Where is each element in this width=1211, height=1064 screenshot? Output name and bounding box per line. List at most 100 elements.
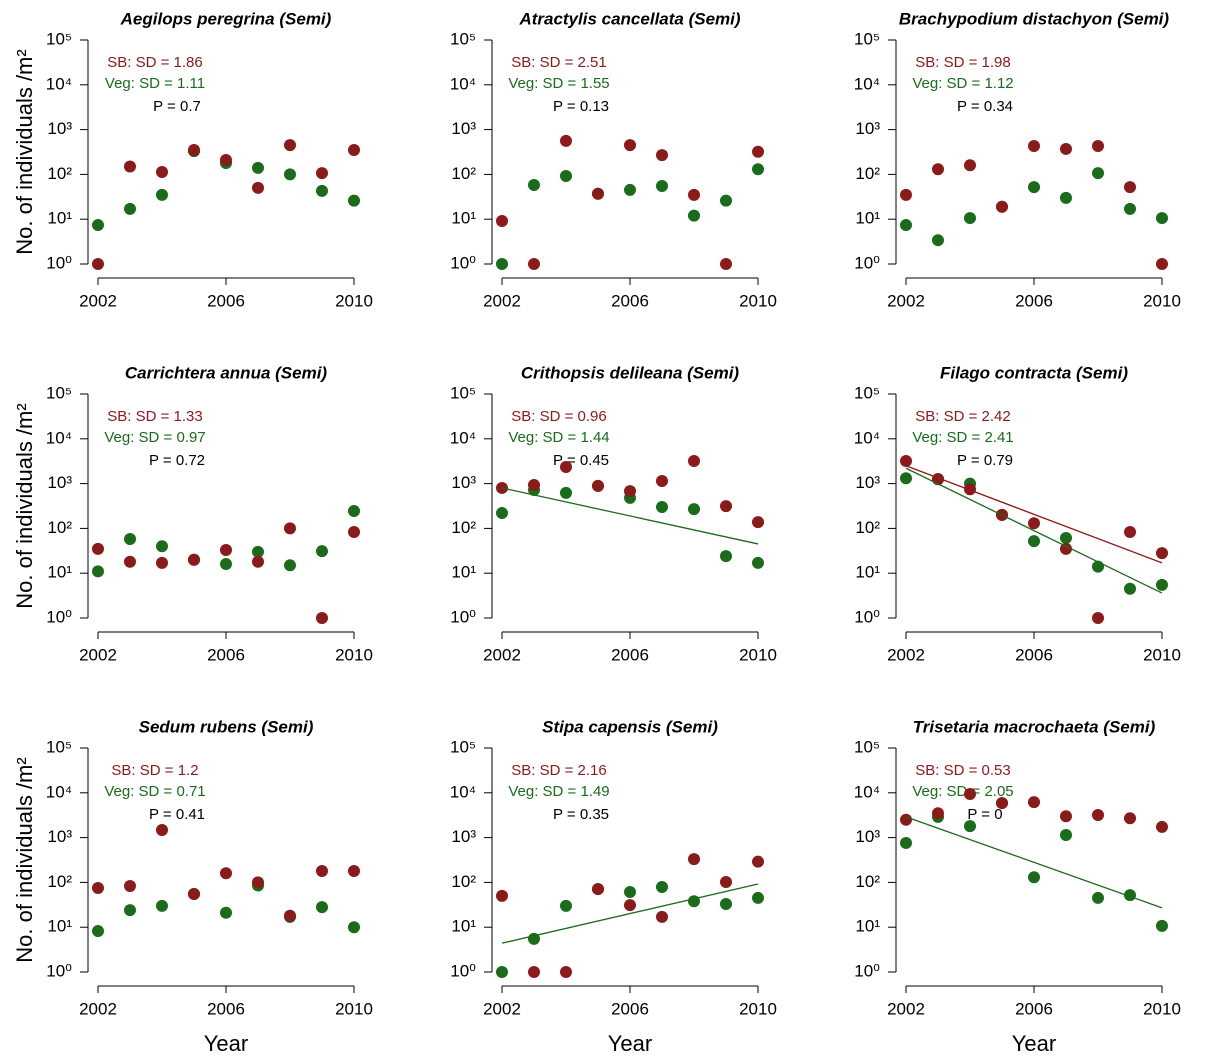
point <box>284 909 296 922</box>
point <box>624 139 636 152</box>
point <box>252 181 264 194</box>
point <box>220 153 232 166</box>
point <box>1092 140 1104 153</box>
point <box>1156 547 1168 560</box>
x-tick-label: 2010 <box>1143 645 1181 664</box>
y-tick-label: 10⁴ <box>450 428 476 447</box>
x-tick-label: 2002 <box>79 291 117 310</box>
point <box>900 472 912 485</box>
point <box>252 876 264 889</box>
panel-title: Brachypodium distachyon (Semi) <box>899 9 1169 28</box>
point <box>348 526 360 539</box>
point <box>900 836 912 849</box>
x-axis-label: Year <box>204 1031 248 1056</box>
point <box>720 500 732 513</box>
point <box>316 545 328 558</box>
annotation: Veg: SD = 0.97 <box>104 429 205 446</box>
point <box>92 258 104 270</box>
point <box>220 867 232 880</box>
y-tick-label: 10⁵ <box>450 383 476 402</box>
point <box>1124 526 1136 539</box>
annotation: SB: SD = 2.16 <box>511 762 606 779</box>
point <box>528 966 540 978</box>
y-tick-label: 10¹ <box>855 563 880 582</box>
point <box>284 139 296 152</box>
panel-title: Trisetaria macrochaeta (Semi) <box>913 717 1156 736</box>
point <box>964 212 976 225</box>
point <box>1124 812 1136 825</box>
annotation: P = 0.34 <box>957 98 1013 115</box>
point <box>688 895 700 908</box>
point <box>188 144 200 157</box>
point <box>1060 810 1072 823</box>
point <box>996 200 1008 213</box>
point <box>964 788 976 801</box>
x-tick-label: 2010 <box>335 999 373 1018</box>
x-tick-label: 2002 <box>483 999 521 1018</box>
y-tick-label: 10¹ <box>451 917 476 936</box>
point <box>156 166 168 179</box>
point <box>560 966 572 978</box>
y-tick-label: 10² <box>47 518 72 537</box>
y-tick-label: 10² <box>47 872 72 891</box>
point <box>560 134 572 147</box>
point <box>752 556 764 569</box>
y-tick-label: 10¹ <box>855 917 880 936</box>
y-tick-label: 10⁴ <box>46 74 72 93</box>
y-tick-label: 10⁵ <box>854 737 880 756</box>
x-tick-label: 2002 <box>483 645 521 664</box>
y-tick-label: 10⁴ <box>854 782 880 801</box>
y-tick-label: 10⁵ <box>450 29 476 48</box>
fit-line <box>905 816 1163 909</box>
point <box>1092 167 1104 180</box>
point <box>156 823 168 836</box>
point <box>1028 181 1040 194</box>
point <box>124 532 136 545</box>
fit-line <box>501 883 759 944</box>
x-tick-label: 2006 <box>1015 999 1053 1018</box>
point <box>1060 542 1072 555</box>
point <box>1092 612 1104 624</box>
point <box>220 543 232 556</box>
annotation: P = 0.41 <box>149 806 205 823</box>
annotation: Veg: SD = 1.44 <box>508 429 609 446</box>
annotation: Veg: SD = 0.71 <box>104 783 205 800</box>
point <box>348 194 360 207</box>
point <box>656 475 668 488</box>
point <box>1060 142 1072 155</box>
point <box>92 219 104 232</box>
x-tick-label: 2010 <box>1143 291 1181 310</box>
y-tick-label: 10¹ <box>47 209 72 228</box>
x-tick-label: 2002 <box>887 999 925 1018</box>
point <box>900 454 912 467</box>
point <box>656 501 668 514</box>
point <box>124 555 136 568</box>
panel-title: Sedum rubens (Semi) <box>139 717 314 736</box>
point <box>752 891 764 904</box>
point <box>900 188 912 201</box>
y-tick-label: 10⁰ <box>450 607 476 626</box>
annotation: P = 0.72 <box>149 452 205 469</box>
point <box>1028 517 1040 530</box>
point <box>316 167 328 180</box>
point <box>900 813 912 826</box>
annotation: Veg: SD = 1.12 <box>912 75 1013 92</box>
point <box>932 234 944 247</box>
panel-title: Aegilops peregrina (Semi) <box>120 9 332 28</box>
y-tick-label: 10⁵ <box>46 29 72 48</box>
y-tick-label: 10² <box>855 872 880 891</box>
point <box>124 202 136 215</box>
point <box>316 864 328 877</box>
y-tick-label: 10⁰ <box>46 253 72 272</box>
y-tick-label: 10⁰ <box>46 607 72 626</box>
point <box>348 504 360 517</box>
point <box>688 853 700 866</box>
point <box>720 876 732 889</box>
point <box>560 460 572 473</box>
x-tick-label: 2010 <box>335 645 373 664</box>
y-tick-label: 10⁵ <box>46 737 72 756</box>
fit-line <box>905 467 1163 594</box>
point <box>932 807 944 820</box>
point <box>220 906 232 919</box>
point <box>284 168 296 181</box>
